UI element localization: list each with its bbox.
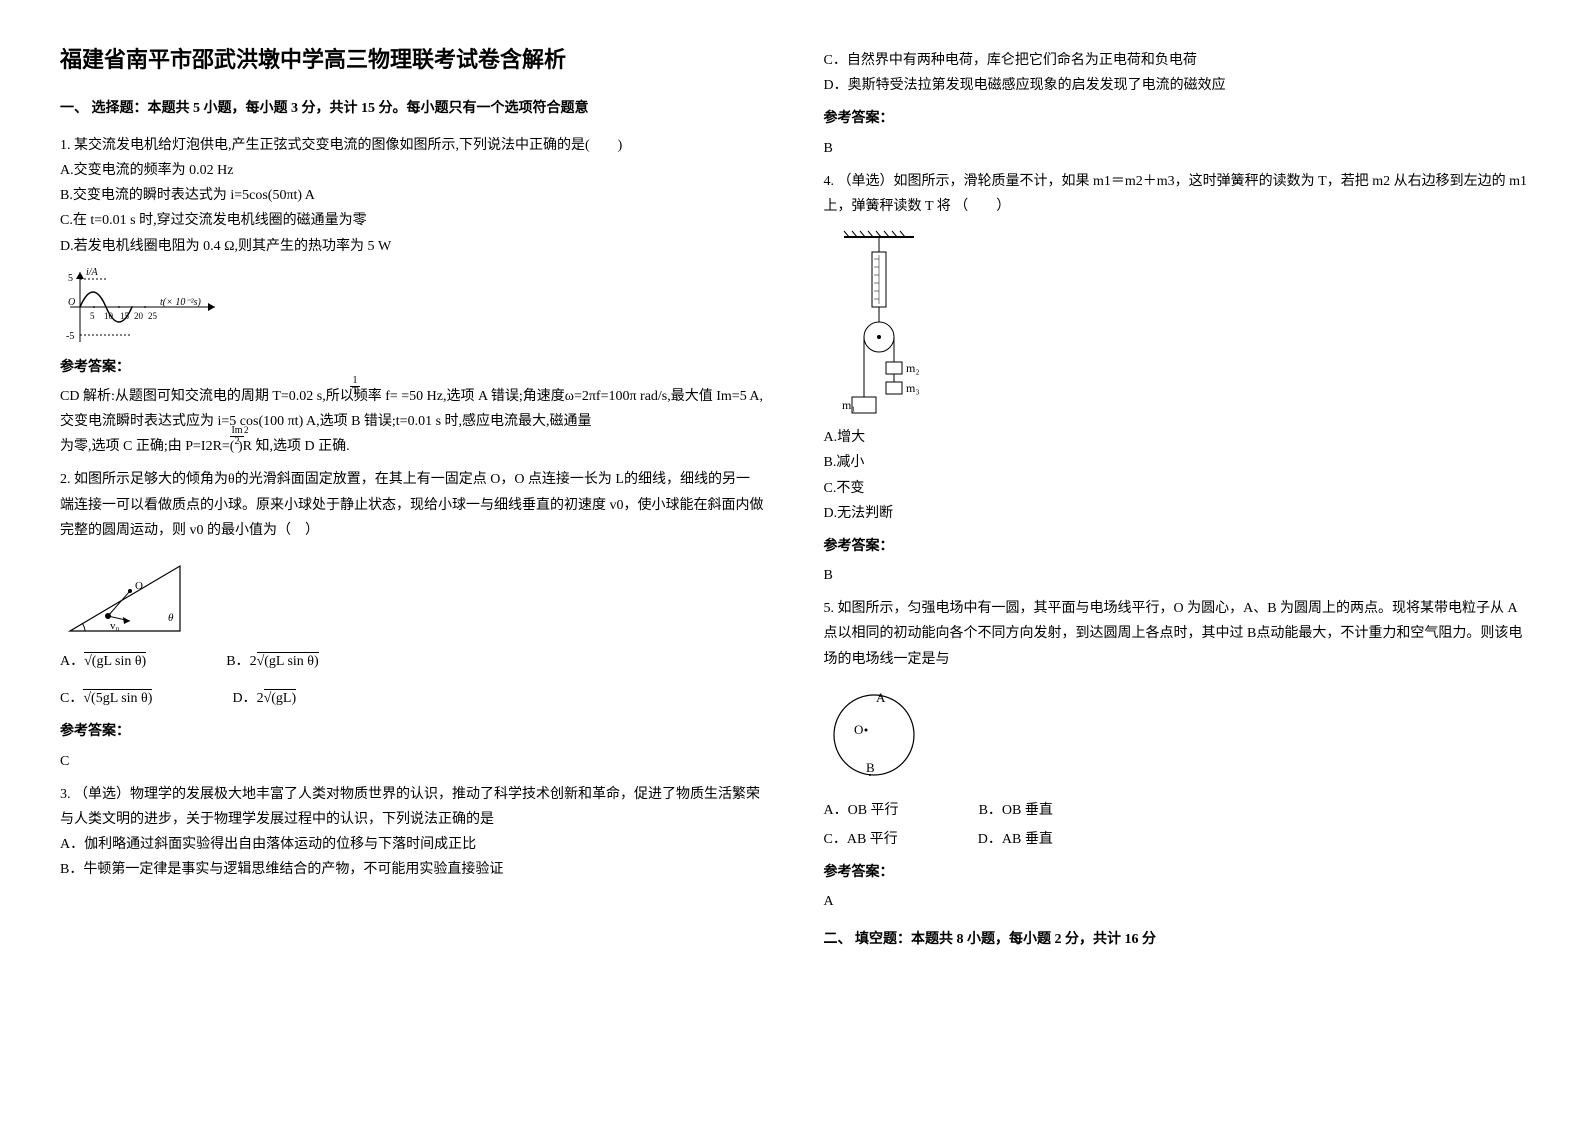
q5-options-row1: A．OB 平行 B．OB 垂直 [824, 798, 1528, 823]
q2-option-c: C．√(5gL sin θ) [60, 686, 152, 711]
svg-text:O: O [854, 722, 863, 737]
q3-option-b: B．牛顿第一定律是事实与逻辑思维结合的产物，不可能用实验直接验证 [60, 857, 764, 882]
q4-option-c: C.不变 [824, 476, 1528, 501]
q5-answer: A [824, 889, 1528, 914]
q4-option-b: B.减小 [824, 450, 1528, 475]
q3-answer: B [824, 136, 1528, 161]
q5-option-d: D．AB 垂直 [978, 827, 1053, 852]
q1-figure: 5 -5 O 5 10 15 20 25 i/A t(× 10⁻²s) [60, 267, 764, 347]
svg-text:25: 25 [148, 311, 158, 321]
q2-option-d: D．2√(gL) [232, 686, 296, 711]
q4-figure: m₁ m₂ m₃ [824, 227, 1528, 417]
q4-answer: B [824, 563, 1528, 588]
q2-answer: C [60, 749, 764, 774]
frac2-sup: 2 [244, 422, 249, 438]
q2-answer-label: 参考答案： [60, 719, 764, 744]
question-3-cont: C．自然界中有两种电荷，库仑把它们命名为正电荷和负电荷 D．奥斯特受法拉第发现电… [824, 48, 1528, 161]
svg-text:i/A: i/A [86, 267, 99, 278]
q5-figure: O A B [824, 680, 1528, 790]
q3-stem: 3. （单选）物理学的发展极大地丰富了人类对物质世界的认识，推动了科学技术创新和… [60, 782, 764, 832]
svg-text:t(× 10⁻²s): t(× 10⁻²s) [160, 297, 202, 308]
q4-stem: 4. （单选）如图所示，滑轮质量不计，如果 m1＝m2＋m3，这时弹簧秤的读数为… [824, 169, 1528, 219]
q2-option-a: A．√(gL sin θ) [60, 649, 146, 674]
q1-answer-cont-block: Im 2 2 为零,选项 C 正确;由 P=I2R=( )R 知,选项 D 正确… [60, 434, 764, 459]
question-2: 2. 如图所示足够大的倾角为θ的光滑斜面固定放置，在其上有一固定点 O，O 点连… [60, 467, 764, 773]
frac2-num: Im [231, 425, 242, 436]
question-3: 3. （单选）物理学的发展极大地丰富了人类对物质世界的认识，推动了科学技术创新和… [60, 782, 764, 883]
svg-text:20: 20 [134, 311, 144, 321]
q2-figure: O v₀ θ [60, 551, 764, 641]
m2-label: m₂ [906, 361, 920, 375]
frac1-den: T [350, 386, 360, 397]
q4-option-a: A.增大 [824, 425, 1528, 450]
q2-stem: 2. 如图所示足够大的倾角为θ的光滑斜面固定放置，在其上有一固定点 O，O 点连… [60, 467, 764, 543]
q1-answer-text: CD 解析:从题图可知交流电的周期 T=0.02 s,所以频率 f= =50 H… [60, 384, 764, 434]
frac1-num: 1 [353, 375, 358, 386]
q2-options-row2: C．√(5gL sin θ) D．2√(gL) [60, 686, 764, 711]
q1-stem: 1. 某交流发电机给灯泡供电,产生正弦式交变电流的图像如图所示,下列说法中正确的… [60, 133, 764, 158]
section2-heading: 二、 填空题：本题共 8 小题，每小题 2 分，共计 16 分 [824, 927, 1528, 952]
q1-answer-cont: 为零,选项 C 正确;由 P=I2R=( )R 知,选项 D 正确. [60, 434, 764, 459]
q1-option-b: B.交变电流的瞬时表达式为 i=5cos(50πt) A [60, 183, 764, 208]
question-4: 4. （单选）如图所示，滑轮质量不计，如果 m1＝m2＋m3，这时弹簧秤的读数为… [824, 169, 1528, 589]
q5-option-a: A．OB 平行 [824, 798, 899, 823]
q3-option-c: C．自然界中有两种电荷，库仑把它们命名为正电荷和负电荷 [824, 48, 1528, 73]
right-column: C．自然界中有两种电荷，库仑把它们命名为正电荷和负电荷 D．奥斯特受法拉第发现电… [824, 40, 1528, 964]
svg-text:15: 15 [120, 311, 130, 321]
q5-option-b: B．OB 垂直 [979, 798, 1053, 823]
left-column: 福建省南平市邵武洪墩中学高三物理联考试卷含解析 一、 选择题：本题共 5 小题，… [60, 40, 764, 964]
q2-option-b: B．2√(gL sin θ) [226, 649, 318, 674]
frac2-den: 2 [230, 436, 244, 447]
svg-text:5: 5 [68, 273, 73, 284]
svg-text:v₀: v₀ [110, 620, 120, 632]
svg-text:θ: θ [168, 612, 174, 624]
q5-option-c: C．AB 平行 [824, 827, 898, 852]
q5-stem: 5. 如图所示，匀强电场中有一圆，其平面与电场线平行，O 为圆心，A、B 为圆周… [824, 596, 1528, 672]
svg-text:10: 10 [104, 311, 114, 321]
svg-text:O: O [68, 297, 75, 308]
q1-option-c: C.在 t=0.01 s 时,穿过交流发电机线圈的磁通量为零 [60, 208, 764, 233]
q5-answer-label: 参考答案： [824, 860, 1528, 885]
q3-option-d: D．奥斯特受法拉第发现电磁感应现象的启发发现了电流的磁效应 [824, 73, 1528, 98]
q4-option-d: D.无法判断 [824, 501, 1528, 526]
m1-label: m₁ [842, 398, 856, 412]
section1-heading: 一、 选择题：本题共 5 小题，每小题 3 分，共计 15 分。每小题只有一个选… [60, 96, 764, 121]
m3-label: m₃ [906, 381, 920, 395]
q1-answer-block: 1 T CD 解析:从题图可知交流电的周期 T=0.02 s,所以频率 f= =… [60, 384, 764, 434]
q3-answer-label: 参考答案： [824, 106, 1528, 131]
q1-option-d: D.若发电机线圈电阻为 0.4 Ω,则其产生的热功率为 5 W [60, 234, 764, 259]
question-5: 5. 如图所示，匀强电场中有一圆，其平面与电场线平行，O 为圆心，A、B 为圆周… [824, 596, 1528, 914]
exam-title: 福建省南平市邵武洪墩中学高三物理联考试卷含解析 [60, 40, 764, 80]
svg-text:-5: -5 [66, 331, 74, 342]
q1-option-a: A.交变电流的频率为 0.02 Hz [60, 158, 764, 183]
q5-options-row2: C．AB 平行 D．AB 垂直 [824, 827, 1528, 852]
svg-text:B: B [866, 760, 875, 775]
svg-text:O: O [135, 580, 143, 592]
svg-text:A: A [876, 690, 886, 705]
q4-answer-label: 参考答案： [824, 534, 1528, 559]
q3-option-a: A．伽利略通过斜面实验得出自由落体运动的位移与下落时间成正比 [60, 832, 764, 857]
svg-text:5: 5 [90, 311, 95, 321]
q1-answer-label: 参考答案： [60, 355, 764, 380]
question-1: 1. 某交流发电机给灯泡供电,产生正弦式交变电流的图像如图所示,下列说法中正确的… [60, 133, 764, 460]
q2-options-row1: A．√(gL sin θ) B．2√(gL sin θ) [60, 649, 764, 674]
